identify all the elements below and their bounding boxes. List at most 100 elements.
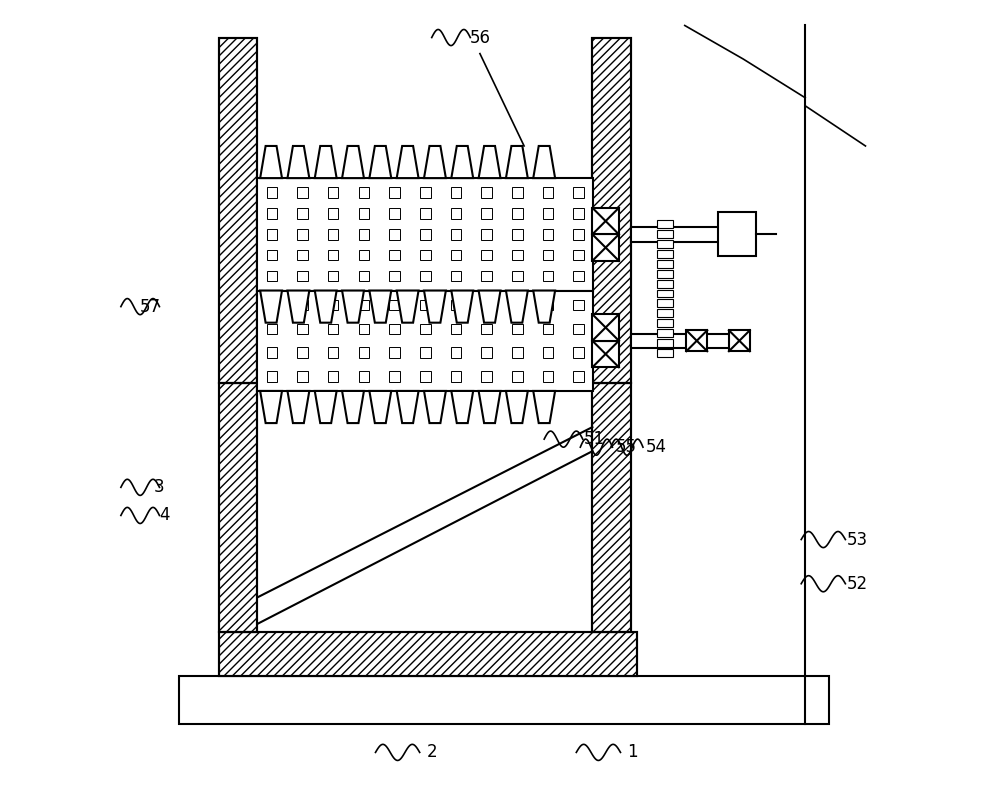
Bar <box>359 347 369 358</box>
Polygon shape <box>506 146 528 178</box>
Bar <box>573 372 584 382</box>
Bar <box>573 229 584 239</box>
Bar <box>451 187 461 197</box>
Bar <box>451 271 461 281</box>
Bar <box>219 38 257 383</box>
Bar <box>389 271 400 281</box>
Bar <box>686 330 707 351</box>
Bar <box>512 229 523 239</box>
Bar <box>592 383 631 632</box>
Bar <box>451 229 461 239</box>
Bar <box>267 250 277 260</box>
Polygon shape <box>287 290 309 322</box>
Text: 53: 53 <box>847 530 868 549</box>
Bar <box>219 632 637 676</box>
Bar <box>481 271 492 281</box>
Bar <box>328 250 338 260</box>
Text: 55: 55 <box>616 438 637 456</box>
Bar <box>481 372 492 382</box>
Polygon shape <box>369 290 391 322</box>
Bar <box>657 319 673 327</box>
Polygon shape <box>397 290 419 322</box>
Bar <box>219 383 257 632</box>
Bar <box>718 212 756 256</box>
Polygon shape <box>287 146 309 178</box>
Bar <box>389 300 400 310</box>
Polygon shape <box>260 391 282 423</box>
Bar <box>389 229 400 239</box>
Bar <box>328 187 338 197</box>
Bar <box>328 324 338 334</box>
Bar <box>359 372 369 382</box>
Bar <box>481 187 492 197</box>
Bar <box>573 347 584 358</box>
Polygon shape <box>315 391 337 423</box>
Bar <box>389 250 400 260</box>
Bar <box>420 271 431 281</box>
Bar <box>592 235 619 261</box>
Bar <box>219 632 637 676</box>
Bar <box>328 271 338 281</box>
Bar <box>729 330 750 351</box>
Bar <box>512 271 523 281</box>
Bar <box>657 329 673 337</box>
Bar <box>631 227 741 242</box>
Bar <box>328 372 338 382</box>
Bar <box>420 187 431 197</box>
Bar <box>543 324 553 334</box>
Bar <box>267 372 277 382</box>
Text: 3: 3 <box>153 478 164 496</box>
Text: 56: 56 <box>469 28 490 47</box>
Bar <box>389 187 400 197</box>
Bar <box>543 372 553 382</box>
Polygon shape <box>451 391 473 423</box>
Bar <box>657 349 673 357</box>
Polygon shape <box>424 146 446 178</box>
Bar <box>543 208 553 218</box>
Bar <box>573 324 584 334</box>
Bar <box>328 300 338 310</box>
Text: 4: 4 <box>159 506 170 525</box>
Bar <box>179 676 829 725</box>
Bar <box>543 229 553 239</box>
Bar <box>267 324 277 334</box>
Bar <box>267 187 277 197</box>
Bar <box>657 240 673 248</box>
Bar <box>420 208 431 218</box>
Bar <box>573 250 584 260</box>
Bar <box>267 271 277 281</box>
Bar <box>420 250 431 260</box>
Polygon shape <box>424 391 446 423</box>
Bar <box>631 334 741 348</box>
Text: 52: 52 <box>847 575 868 592</box>
Polygon shape <box>479 146 500 178</box>
Bar <box>592 208 619 235</box>
Polygon shape <box>369 146 391 178</box>
Polygon shape <box>260 146 282 178</box>
Bar <box>359 208 369 218</box>
Polygon shape <box>342 146 364 178</box>
Bar <box>328 229 338 239</box>
Bar <box>359 229 369 239</box>
Bar <box>297 324 308 334</box>
Text: 2: 2 <box>426 743 437 762</box>
Bar <box>297 300 308 310</box>
Bar <box>257 178 593 290</box>
Bar <box>297 187 308 197</box>
Bar <box>328 347 338 358</box>
Bar <box>592 314 619 341</box>
Bar <box>573 271 584 281</box>
Bar <box>257 290 593 391</box>
Text: 51: 51 <box>584 430 605 448</box>
Polygon shape <box>287 391 309 423</box>
Text: 1: 1 <box>627 743 638 762</box>
Bar <box>219 383 257 632</box>
Bar <box>451 372 461 382</box>
Bar <box>297 347 308 358</box>
Polygon shape <box>479 391 500 423</box>
Bar <box>219 38 257 383</box>
Polygon shape <box>506 391 528 423</box>
Bar <box>592 38 631 383</box>
Bar <box>389 372 400 382</box>
Polygon shape <box>260 290 282 322</box>
